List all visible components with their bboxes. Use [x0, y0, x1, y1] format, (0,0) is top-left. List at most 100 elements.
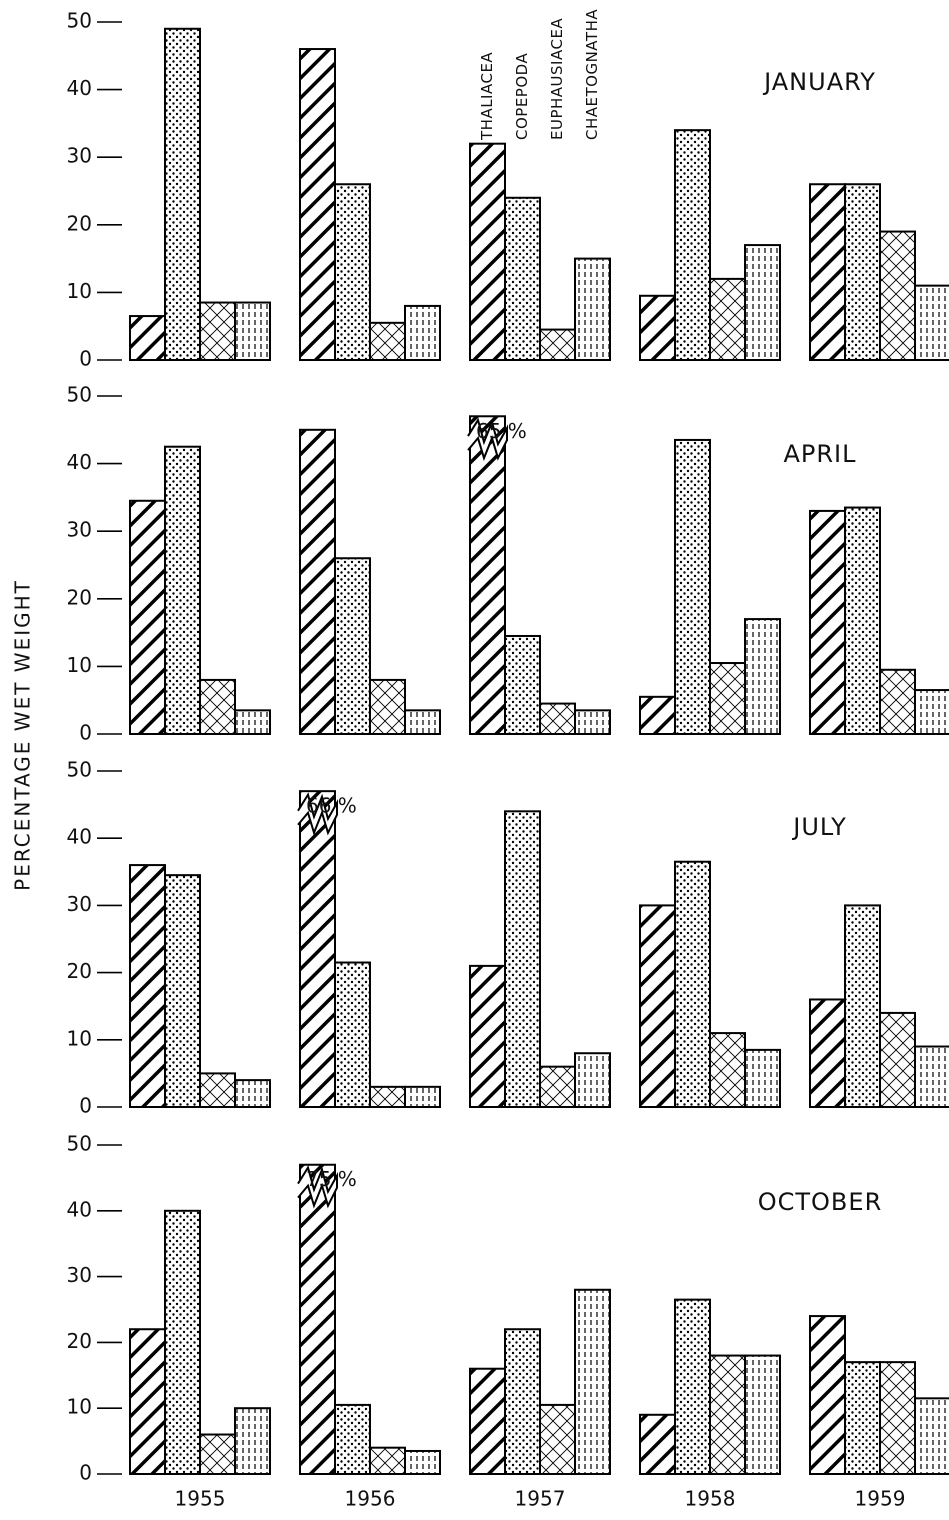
y-tick-label: 40 [67, 76, 92, 100]
bar [199, 1433, 236, 1476]
bar [199, 301, 236, 362]
bar [809, 998, 846, 1108]
bar [744, 618, 781, 736]
bar [879, 1011, 916, 1108]
bar [469, 142, 506, 361]
bar [844, 904, 881, 1109]
bar [879, 668, 916, 736]
bar [299, 48, 336, 361]
legend-label: CHAETOGNATHA [583, 9, 601, 140]
panel-title: APRIL [783, 440, 856, 468]
panel-title: JANUARY [762, 68, 876, 96]
bar [879, 230, 916, 361]
bar [744, 244, 781, 361]
bar [504, 1328, 541, 1475]
y-tick-label: 50 [67, 758, 92, 782]
bar [404, 304, 441, 362]
bar [369, 678, 406, 735]
y-tick-label: 50 [67, 1132, 92, 1156]
bar [539, 1065, 576, 1109]
bar [574, 709, 611, 736]
bar [844, 183, 881, 361]
bar [574, 1052, 611, 1108]
bar [369, 1085, 406, 1108]
break-mark [467, 417, 508, 462]
bar [199, 1072, 236, 1109]
bar [199, 678, 236, 735]
bar [639, 294, 676, 361]
bar [164, 874, 201, 1108]
break-mark [297, 1165, 338, 1209]
x-tick-label: 1955 [175, 1487, 226, 1511]
y-tick-label: 40 [67, 450, 92, 474]
legend-label: COPEPODA [513, 53, 531, 140]
bar [369, 321, 406, 362]
bar [234, 1407, 271, 1475]
y-tick-label: 10 [67, 1395, 92, 1419]
bar [504, 196, 541, 361]
bar [404, 1085, 441, 1108]
x-tick-label: 1959 [855, 1487, 906, 1511]
bar [809, 183, 846, 361]
bar [844, 1361, 881, 1476]
bar [334, 961, 371, 1109]
bar [164, 27, 201, 361]
bar [539, 702, 576, 736]
y-tick-label: 0 [79, 347, 92, 371]
bar [709, 1354, 746, 1476]
bar [234, 1079, 271, 1108]
bar [164, 445, 201, 735]
bar [299, 1163, 336, 1475]
bar [674, 438, 711, 735]
bar [404, 709, 441, 736]
bar [844, 506, 881, 736]
legend-label: THALIACEA [478, 52, 496, 141]
break-mark [297, 792, 338, 836]
bar [914, 284, 949, 362]
bar [639, 904, 676, 1109]
bar [574, 1288, 611, 1476]
bar [234, 301, 271, 362]
bar [334, 1403, 371, 1476]
y-tick-label: 30 [67, 518, 92, 542]
y-tick-label: 30 [67, 144, 92, 168]
bar [639, 1413, 676, 1476]
legend-label: EUPHAUSIACEA [548, 18, 566, 140]
y-tick-label: 20 [67, 959, 92, 983]
panel-title: OCTOBER [758, 1188, 883, 1216]
bar [234, 709, 271, 736]
bar [574, 257, 611, 362]
value-label: 66 % [306, 794, 357, 818]
bar [469, 415, 506, 735]
bar [914, 1397, 949, 1475]
bar [674, 1298, 711, 1475]
bar [539, 1403, 576, 1476]
y-tick-label: 30 [67, 1263, 92, 1287]
bar [334, 183, 371, 361]
y-tick-label: 40 [67, 1197, 92, 1221]
bar [469, 1367, 506, 1475]
y-tick-label: 40 [67, 825, 92, 849]
y-tick-label: 0 [79, 1094, 92, 1118]
bar [164, 1209, 201, 1476]
x-tick-label: 1957 [515, 1487, 566, 1511]
bar [709, 277, 746, 362]
y-tick-label: 20 [67, 585, 92, 609]
bar [674, 860, 711, 1108]
y-tick-label: 30 [67, 892, 92, 916]
bar [744, 1048, 781, 1109]
value-label: 75 % [306, 1167, 357, 1191]
y-tick-label: 10 [67, 279, 92, 303]
bar [129, 1328, 166, 1475]
bar [809, 1315, 846, 1475]
bar [914, 1045, 949, 1109]
bar [879, 1361, 916, 1476]
y-tick-label: 50 [67, 383, 92, 407]
bar [504, 810, 541, 1108]
x-tick-label: 1956 [345, 1487, 396, 1511]
bar [539, 328, 576, 361]
bar [914, 689, 949, 735]
bar [709, 662, 746, 736]
